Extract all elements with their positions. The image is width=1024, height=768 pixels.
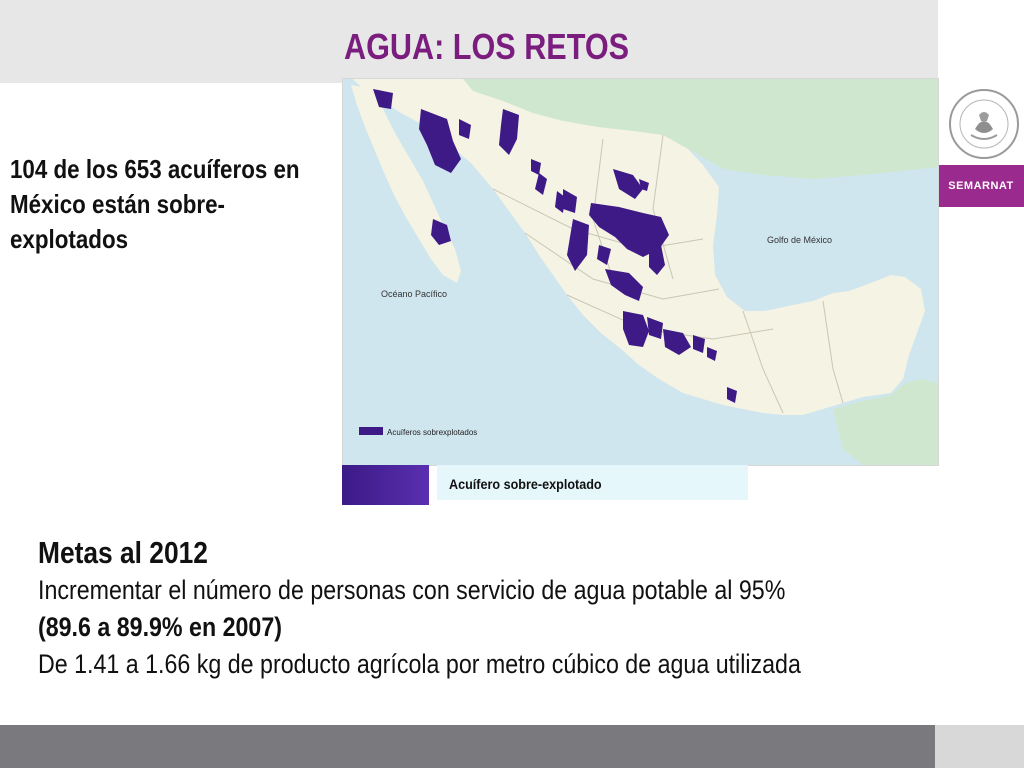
goals-section: Metas al 2012 Incrementar el número de p…	[38, 535, 938, 686]
central-america-landmass	[833, 379, 938, 465]
footer-tab	[935, 725, 1024, 768]
legend-box	[437, 465, 748, 500]
legend-label: Acuífero sobre-explotado	[449, 476, 602, 492]
headline-text: 104 de los 653 acuíferos en México están…	[10, 154, 300, 254]
goal-line-1: Incrementar el número de personas con se…	[38, 575, 786, 605]
slide-title: AGUA: LOS RETOS	[344, 26, 630, 67]
footer-bar	[0, 725, 935, 768]
inner-legend-label: Acuíferos sobrexplotados	[387, 428, 477, 437]
overexploited-aquifers	[373, 89, 737, 403]
usa-landmass	[463, 79, 938, 179]
goals-title: Metas al 2012	[38, 535, 208, 570]
gulf-label: Golfo de México	[767, 235, 832, 245]
pacific-label: Océano Pacífico	[381, 289, 447, 299]
goal-line-2: (89.6 a 89.9% en 2007)	[38, 612, 282, 642]
brand-badge: SEMARNAT	[938, 165, 1024, 207]
goal-line-3: De 1.41 a 1.66 kg de producto agrícola p…	[38, 649, 801, 679]
mexico-aquifer-map: Golfo de México Océano Pacífico Acuífero…	[342, 78, 939, 466]
legend-swatch	[342, 465, 429, 505]
header-bar	[0, 0, 938, 83]
national-seal-icon	[949, 89, 1019, 159]
inner-legend-swatch	[359, 427, 383, 435]
